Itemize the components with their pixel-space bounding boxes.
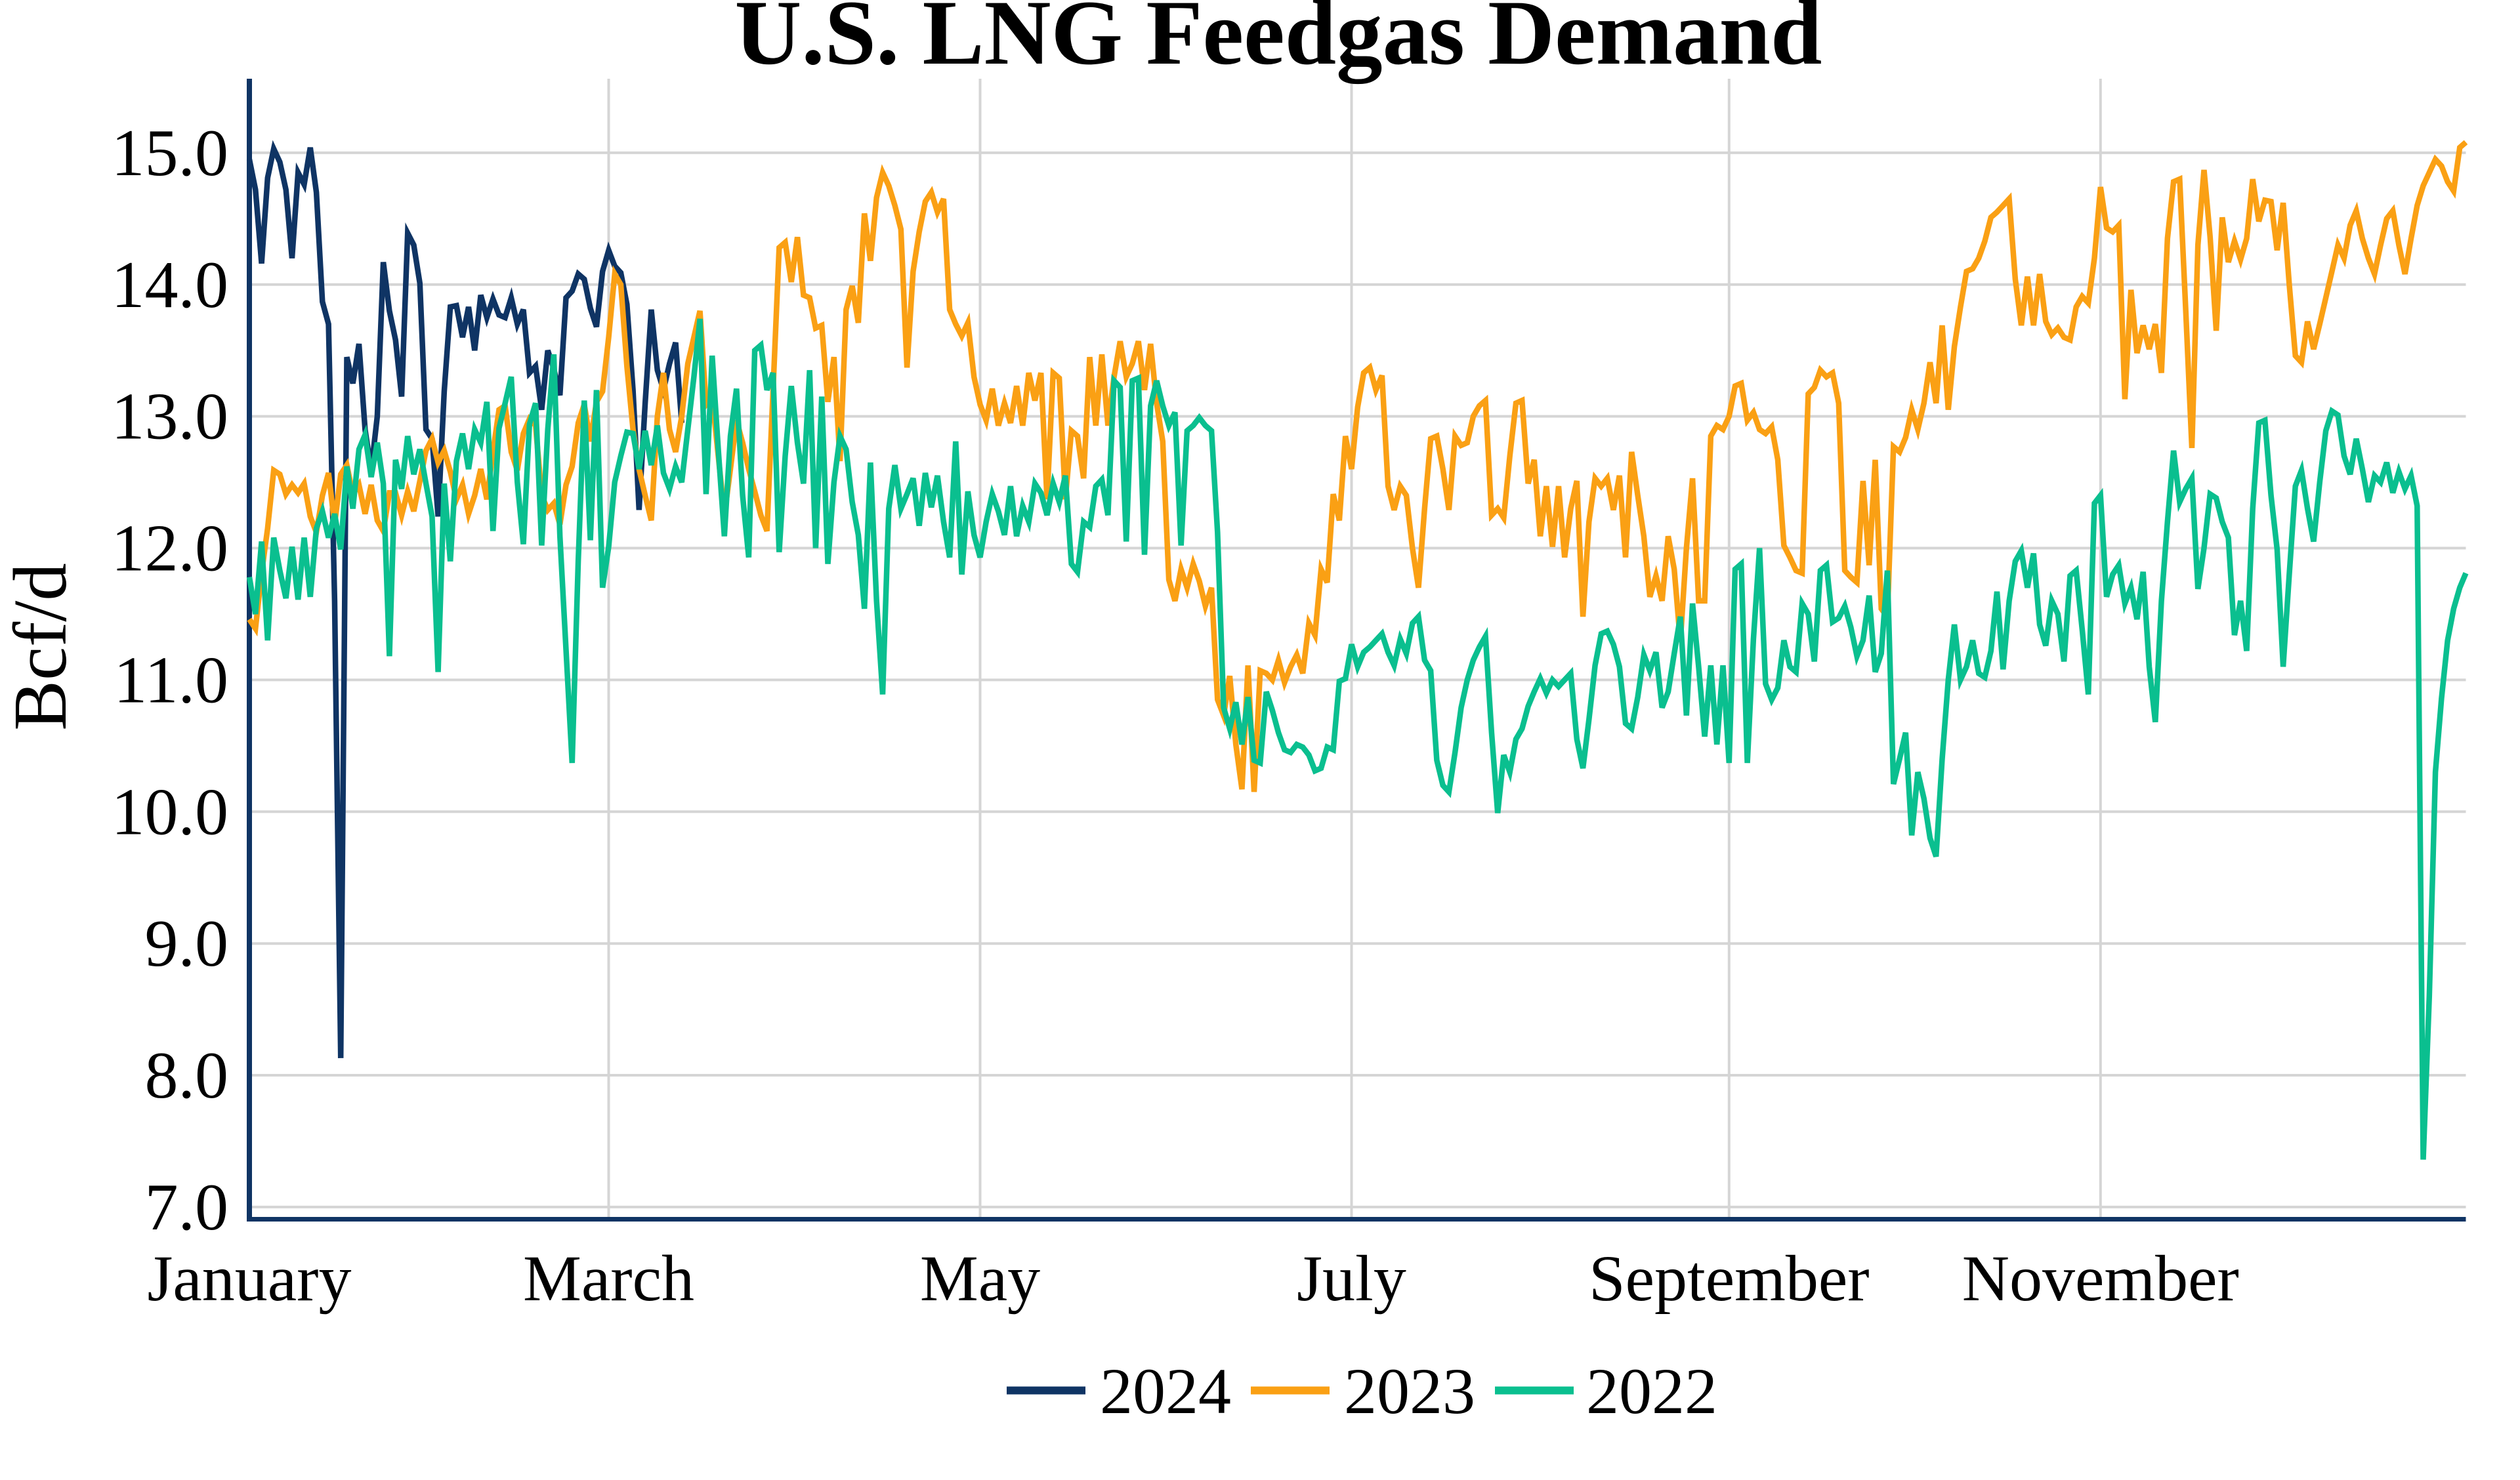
svg-text:September: September: [1589, 1242, 1870, 1315]
svg-text:January: January: [148, 1242, 352, 1315]
svg-text:2023: 2023: [1344, 1355, 1475, 1428]
svg-text:9.0: 9.0: [145, 907, 229, 981]
svg-text:8.0: 8.0: [145, 1038, 229, 1113]
svg-text:May: May: [920, 1242, 1040, 1315]
svg-text:2024: 2024: [1100, 1355, 1231, 1428]
svg-text:Bcf/d: Bcf/d: [0, 563, 82, 731]
svg-text:14.0: 14.0: [112, 248, 229, 322]
svg-text:U.S. LNG Feedgas Demand: U.S. LNG Feedgas Demand: [735, 0, 1822, 84]
svg-text:July: July: [1297, 1242, 1406, 1315]
svg-text:March: March: [523, 1242, 694, 1315]
svg-text:11.0: 11.0: [114, 643, 228, 717]
svg-text:7.0: 7.0: [145, 1170, 229, 1244]
svg-text:November: November: [1962, 1242, 2239, 1315]
svg-text:12.0: 12.0: [112, 512, 229, 586]
svg-text:10.0: 10.0: [112, 775, 229, 849]
svg-text:2022: 2022: [1586, 1355, 1717, 1428]
svg-text:13.0: 13.0: [112, 380, 229, 454]
svg-text:15.0: 15.0: [112, 116, 229, 190]
